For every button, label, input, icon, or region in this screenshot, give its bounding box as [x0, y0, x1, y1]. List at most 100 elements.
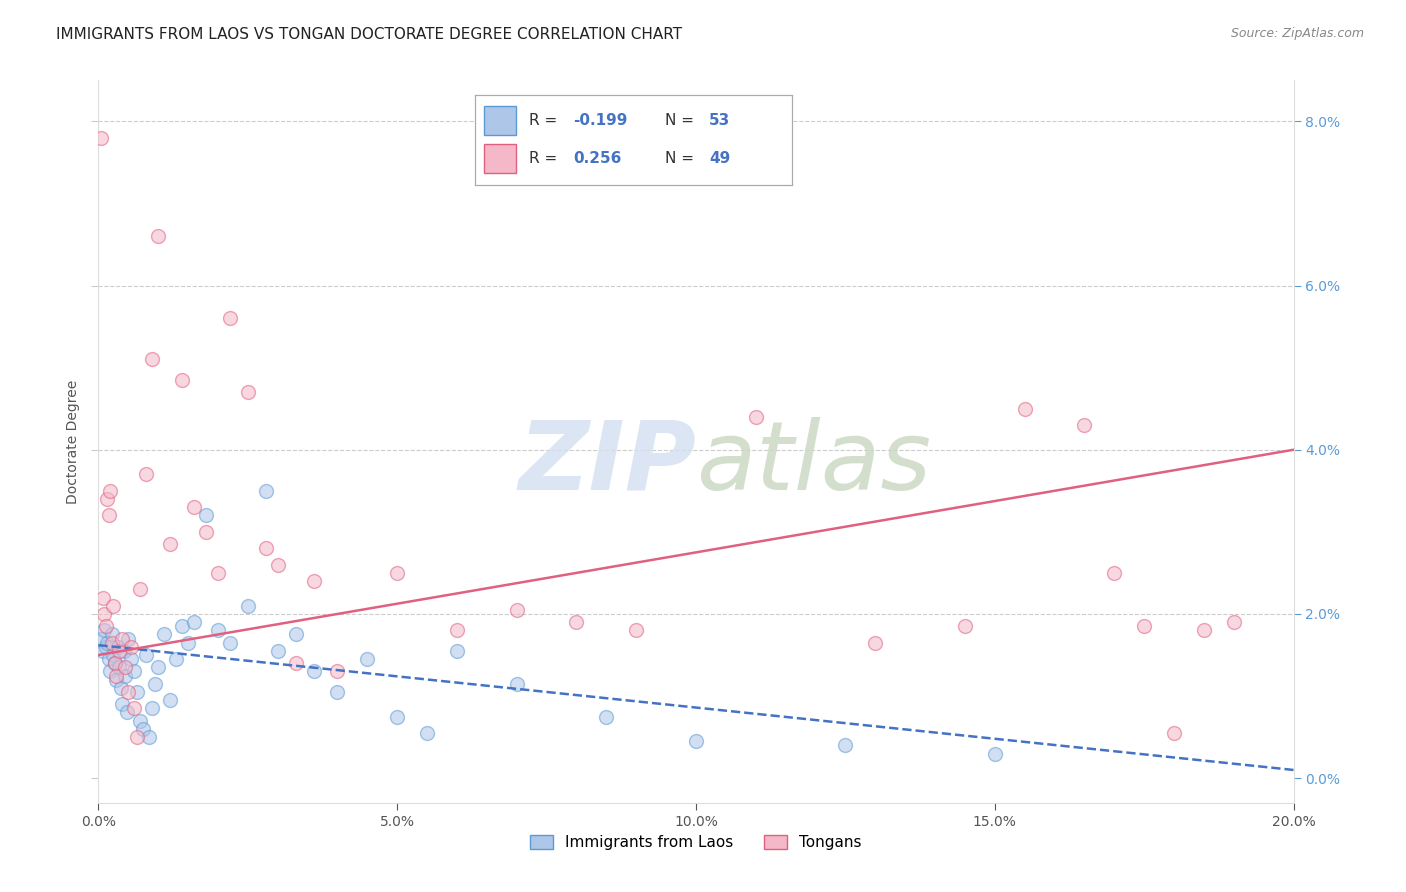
Point — [1014, 401, 1036, 416]
Point — [111, 698, 134, 712]
Point — [219, 636, 242, 650]
Point — [124, 701, 146, 715]
Point — [120, 652, 142, 666]
Point — [236, 385, 259, 400]
Point — [148, 660, 170, 674]
Point — [183, 500, 205, 515]
Point — [129, 714, 152, 728]
Text: IMMIGRANTS FROM LAOS VS TONGAN DOCTORATE DEGREE CORRELATION CHART: IMMIGRANTS FROM LAOS VS TONGAN DOCTORATE… — [56, 27, 682, 42]
Point — [111, 632, 134, 646]
Point — [446, 644, 468, 658]
Point — [120, 640, 142, 654]
Point — [104, 657, 127, 671]
Point — [172, 619, 194, 633]
Point — [626, 624, 648, 638]
Point — [1192, 624, 1215, 638]
Point — [108, 644, 131, 658]
Point — [267, 558, 290, 572]
Point — [143, 677, 166, 691]
Point — [953, 619, 976, 633]
Point — [159, 537, 181, 551]
Point — [195, 524, 218, 539]
Point — [148, 229, 170, 244]
Point — [93, 607, 115, 621]
Point — [565, 615, 588, 630]
Point — [1133, 619, 1156, 633]
Legend: Immigrants from Laos, Tongans: Immigrants from Laos, Tongans — [524, 830, 868, 856]
Point — [110, 681, 132, 695]
Point — [98, 665, 122, 679]
Point — [159, 693, 181, 707]
Point — [90, 632, 112, 646]
Point — [219, 311, 242, 326]
Point — [385, 566, 409, 580]
Text: Source: ZipAtlas.com: Source: ZipAtlas.com — [1230, 27, 1364, 40]
Point — [103, 599, 125, 613]
Point — [98, 483, 122, 498]
Text: ZIP: ZIP — [517, 417, 696, 509]
Point — [183, 615, 205, 630]
Point — [153, 627, 176, 641]
Point — [302, 574, 325, 588]
Point — [254, 483, 277, 498]
Point — [124, 665, 146, 679]
Point — [103, 648, 125, 662]
Point — [195, 508, 218, 523]
Point — [94, 640, 117, 654]
Point — [135, 467, 157, 482]
Point — [141, 701, 163, 715]
Point — [105, 668, 128, 682]
Point — [834, 739, 856, 753]
Point — [105, 673, 128, 687]
Point — [1073, 418, 1095, 433]
Point — [132, 722, 155, 736]
Text: atlas: atlas — [696, 417, 931, 509]
Point — [112, 644, 135, 658]
Point — [135, 648, 157, 662]
Point — [138, 730, 160, 744]
Point — [127, 730, 149, 744]
Point — [1223, 615, 1246, 630]
Point — [141, 352, 163, 367]
Point — [93, 624, 115, 638]
Point — [114, 660, 136, 674]
Point — [416, 726, 439, 740]
Point — [207, 566, 229, 580]
Point — [114, 668, 136, 682]
Point — [98, 652, 121, 666]
Point — [117, 632, 139, 646]
Point — [267, 644, 290, 658]
Point — [91, 591, 114, 605]
Point — [107, 640, 129, 654]
Point — [129, 582, 152, 597]
Point — [207, 624, 229, 638]
Point — [446, 624, 468, 638]
Point — [984, 747, 1007, 761]
Point — [115, 706, 138, 720]
Point — [595, 709, 617, 723]
Point — [254, 541, 277, 556]
Y-axis label: Doctorate Degree: Doctorate Degree — [66, 379, 80, 504]
Point — [96, 491, 118, 506]
Point — [91, 644, 114, 658]
Point — [356, 652, 378, 666]
Point — [165, 652, 187, 666]
Point — [302, 665, 325, 679]
Point — [284, 627, 307, 641]
Point — [94, 619, 117, 633]
Point — [326, 665, 349, 679]
Point — [685, 734, 707, 748]
Point — [117, 685, 139, 699]
Point — [385, 709, 409, 723]
Point — [127, 685, 149, 699]
Point — [326, 685, 349, 699]
Point — [104, 657, 127, 671]
Point — [108, 660, 131, 674]
Point — [100, 627, 122, 641]
Point — [506, 603, 529, 617]
Point — [96, 636, 118, 650]
Point — [506, 677, 529, 691]
Point — [177, 636, 200, 650]
Point — [100, 636, 122, 650]
Point — [172, 373, 194, 387]
